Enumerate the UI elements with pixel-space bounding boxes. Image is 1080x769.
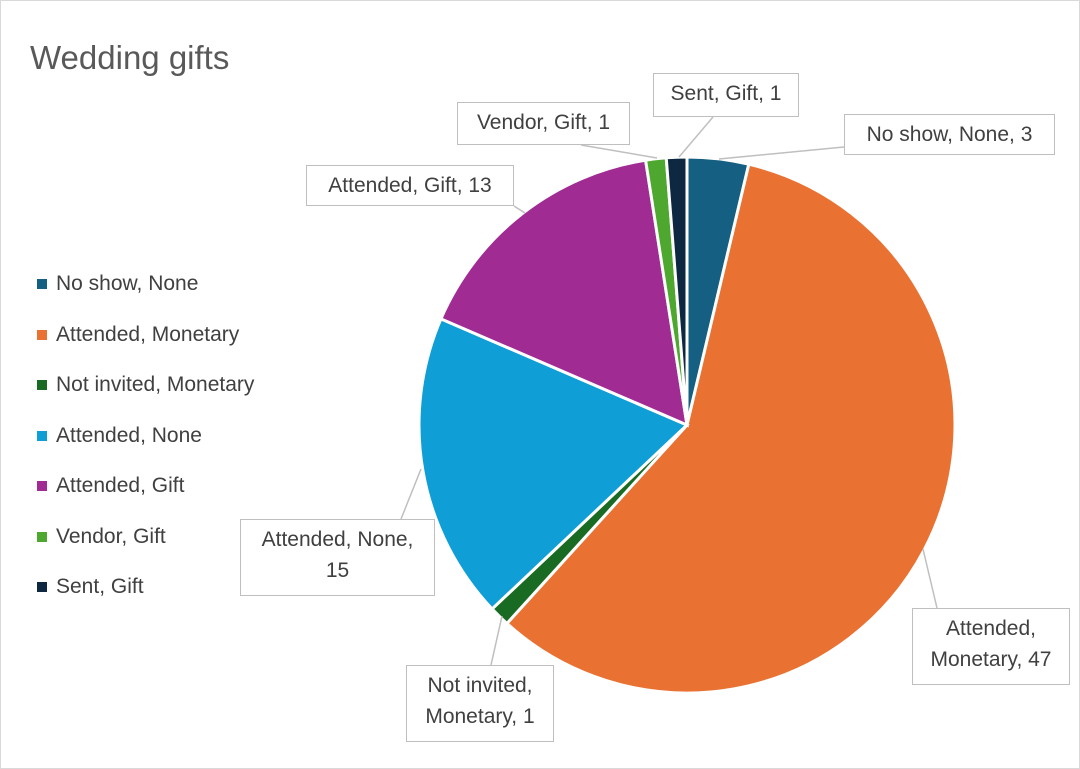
legend-swatch xyxy=(37,380,47,391)
legend-item: Attended, None xyxy=(37,411,254,462)
legend-item: Attended, Gift xyxy=(37,461,254,512)
pie-slice xyxy=(438,158,689,428)
leader-line xyxy=(718,146,845,160)
data-label: Attended, Gift, 13 xyxy=(306,165,514,206)
leader-line xyxy=(678,116,714,158)
pie-slice xyxy=(504,162,957,695)
leader-line xyxy=(400,468,422,520)
legend-label: Vendor, Gift xyxy=(56,524,166,548)
pie-slice xyxy=(417,316,690,612)
data-label: Sent, Gift, 1 xyxy=(653,73,799,117)
legend-swatch xyxy=(37,430,47,441)
data-label: Not invited, Monetary, 1 xyxy=(406,665,554,742)
legend-label: Attended, Gift xyxy=(56,474,185,498)
leader-line xyxy=(490,615,503,666)
legend-swatch xyxy=(37,531,47,542)
legend-swatch xyxy=(37,582,47,593)
pie-slice xyxy=(664,155,689,426)
legend-item: Attended, Monetary xyxy=(37,310,254,361)
leader-line xyxy=(513,205,526,214)
legend-item: Vendor, Gift xyxy=(37,512,254,563)
leader-line xyxy=(580,144,658,159)
legend-swatch xyxy=(37,329,47,340)
legend-label: Attended, None xyxy=(56,423,202,447)
legend-label: Attended, Monetary xyxy=(56,322,240,346)
legend-label: Not invited, Monetary xyxy=(56,373,255,397)
data-label: Attended, None, 15 xyxy=(240,519,435,596)
legend-swatch xyxy=(37,481,47,492)
data-label: Attended, Monetary, 47 xyxy=(912,608,1070,685)
chart-title: Wedding gifts xyxy=(30,39,230,76)
legend-label: Sent, Gift xyxy=(56,575,144,599)
legend-item: No show, None xyxy=(37,259,254,310)
data-label: No show, None, 3 xyxy=(844,114,1055,155)
leader-line xyxy=(922,548,938,609)
legend-label: No show, None xyxy=(56,272,199,296)
legend-item: Not invited, Monetary xyxy=(37,360,254,411)
legend-item: Sent, Gift xyxy=(37,562,254,613)
data-label: Vendor, Gift, 1 xyxy=(457,102,630,145)
legend: No show, None Attended, Monetary Not invit… xyxy=(37,259,254,613)
legend-swatch xyxy=(37,279,47,290)
